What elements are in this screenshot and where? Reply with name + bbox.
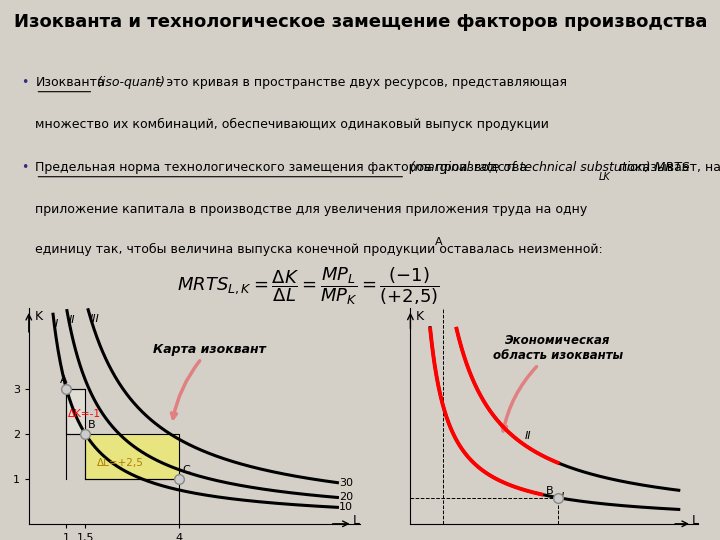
Text: Изокванта: Изокванта	[35, 77, 105, 90]
Text: A: A	[435, 237, 443, 247]
Text: приложение капитала в производстве для увеличения приложения труда на одну: приложение капитала в производстве для у…	[35, 204, 588, 217]
Text: K: K	[415, 310, 423, 323]
Bar	[66, 389, 85, 434]
Text: Изокванта и технологическое замещение факторов производства: Изокванта и технологическое замещение фа…	[14, 13, 708, 31]
Text: ΔK=-1: ΔK=-1	[68, 409, 102, 419]
Text: II: II	[69, 315, 76, 325]
Text: 20: 20	[339, 492, 354, 502]
Text: L: L	[353, 514, 359, 526]
Text: •: •	[22, 161, 29, 174]
Text: B: B	[546, 485, 554, 496]
Text: •: •	[22, 77, 29, 90]
Text: – это кривая в пространстве двух ресурсов, представляющая: – это кривая в пространстве двух ресурсо…	[152, 77, 567, 90]
Text: B: B	[89, 421, 96, 430]
Text: (marginal rate of technical substution) MRTS: (marginal rate of technical substution) …	[406, 161, 689, 174]
Text: C: C	[182, 465, 190, 475]
Text: I: I	[560, 491, 564, 502]
Text: множество их комбинаций, обеспечивающих одинаковый выпуск продукции: множество их комбинаций, обеспечивающих …	[35, 118, 549, 131]
Text: II: II	[525, 431, 531, 441]
Text: показывает, на сколько единиц надо уменьшить: показывает, на сколько единиц надо умень…	[615, 161, 720, 174]
Text: Карта изоквант: Карта изоквант	[153, 343, 266, 418]
Text: 56: 56	[550, 539, 566, 540]
Text: 30: 30	[339, 478, 354, 488]
Text: 10: 10	[339, 502, 354, 512]
Text: единицу так, чтобы величина выпуска конечной продукции оставалась неизменной:: единицу так, чтобы величина выпуска коне…	[35, 242, 603, 256]
Text: Предельная норма технологического замещения факторов производства: Предельная норма технологического замеще…	[35, 161, 528, 174]
Text: A: A	[60, 375, 67, 386]
Text: L: L	[692, 514, 699, 527]
Text: III: III	[90, 314, 100, 324]
Text: $MRTS_{L,K} = \dfrac{\Delta K}{\Delta L} = \dfrac{MP_L}{MP_K} = \dfrac{(-1)}{(+2: $MRTS_{L,K} = \dfrac{\Delta K}{\Delta L}…	[177, 265, 439, 307]
Text: ΔL=+2,5: ΔL=+2,5	[96, 458, 143, 468]
Text: LK: LK	[599, 172, 611, 181]
Text: I: I	[55, 319, 58, 329]
Text: Экономическая
область изокванты: Экономическая область изокванты	[492, 334, 623, 431]
Text: K: K	[35, 310, 42, 323]
Bar	[85, 434, 179, 479]
Text: (iso-quant): (iso-quant)	[94, 77, 166, 90]
